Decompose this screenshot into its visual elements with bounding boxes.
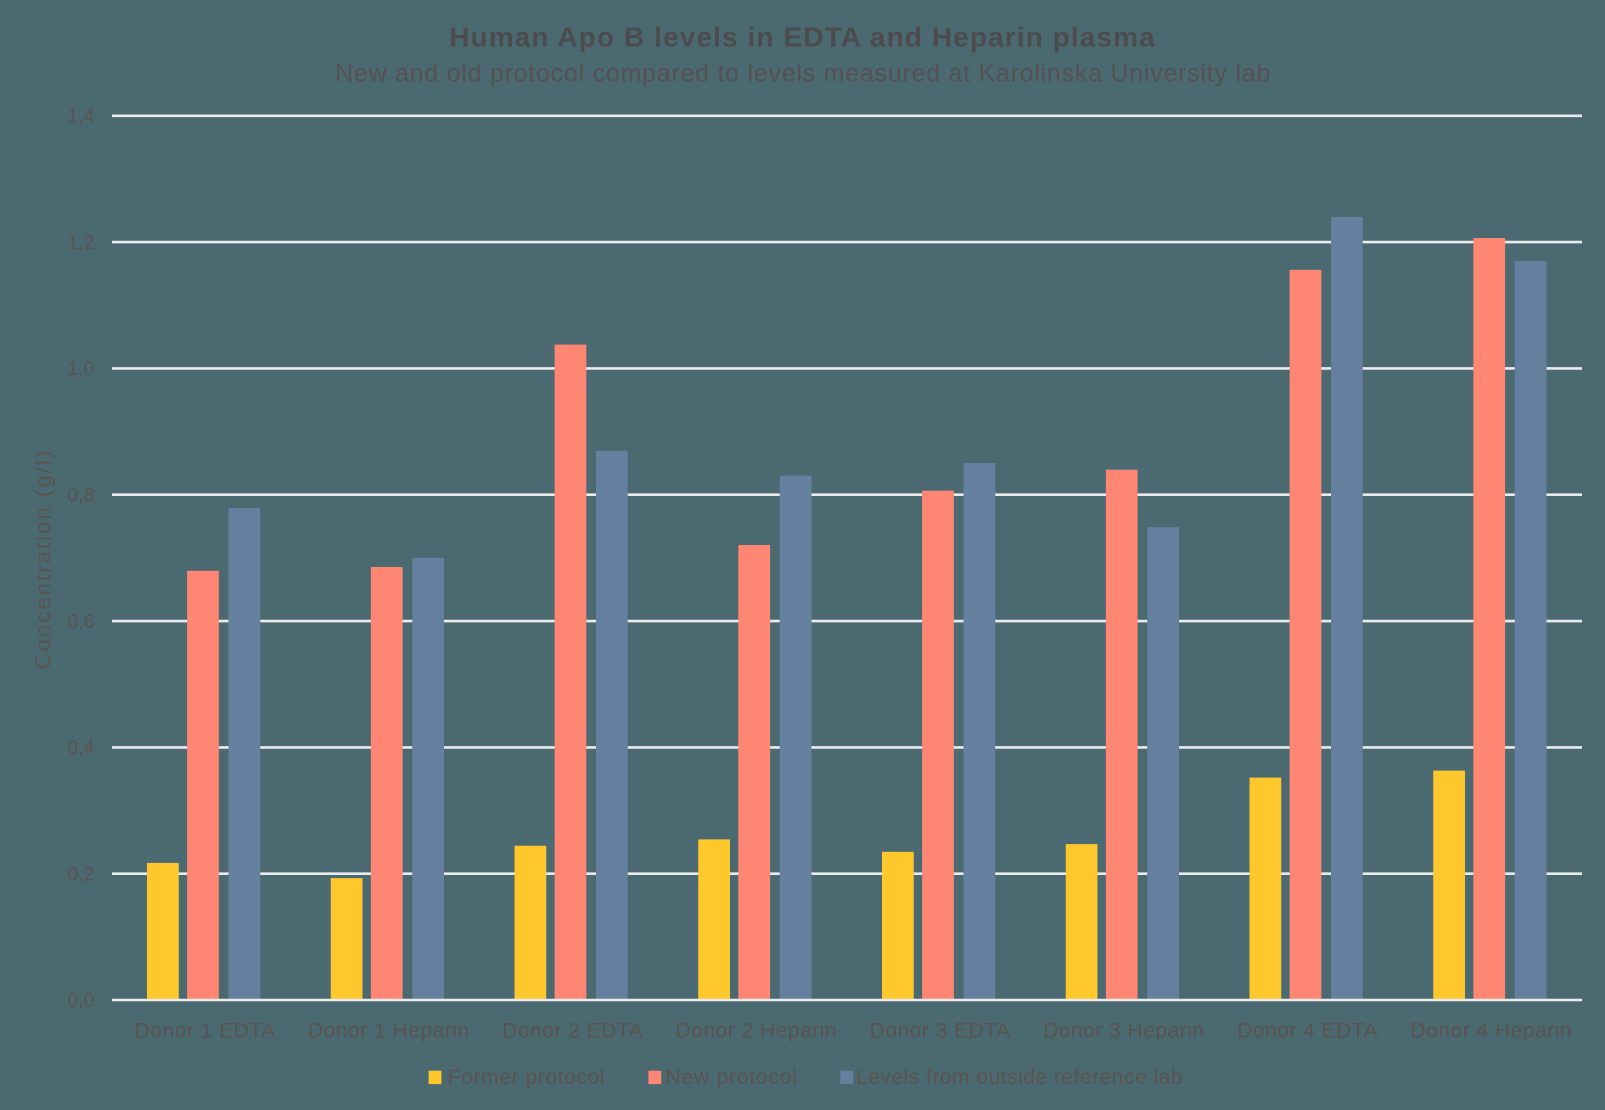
- svg-text:Levels from outside reference: Levels from outside reference lab: [856, 1066, 1183, 1089]
- svg-text:Donor 4 EDTA: Donor 4 EDTA: [1237, 1019, 1378, 1042]
- svg-text:Former protocol: Former protocol: [448, 1066, 605, 1089]
- svg-text:1,2: 1,2: [67, 232, 94, 254]
- svg-text:New protocol: New protocol: [666, 1066, 798, 1089]
- svg-text:0,8: 0,8: [67, 484, 94, 506]
- svg-text:0,4: 0,4: [67, 737, 94, 759]
- svg-text:1,0: 1,0: [67, 358, 94, 380]
- svg-text:Human Apo B levels in EDTA and: Human Apo B levels in EDTA and Heparin p…: [449, 22, 1156, 53]
- svg-text:0,0: 0,0: [67, 990, 94, 1012]
- svg-text:1,4: 1,4: [67, 106, 94, 128]
- svg-text:Donor 4 Heparin: Donor 4 Heparin: [1411, 1019, 1573, 1042]
- svg-text:Donor 1 Heparin: Donor 1 Heparin: [308, 1019, 470, 1042]
- svg-text:Donor 2 Heparin: Donor 2 Heparin: [676, 1019, 838, 1042]
- svg-text:New and old protocol compared: New and old protocol compared to levels …: [335, 60, 1271, 88]
- svg-text:0,2: 0,2: [67, 863, 94, 885]
- svg-text:Donor 1 EDTA: Donor 1 EDTA: [135, 1019, 276, 1042]
- svg-text:Donor 3 Heparin: Donor 3 Heparin: [1043, 1019, 1205, 1042]
- svg-text:Concentration (g/l): Concentration (g/l): [31, 449, 56, 670]
- svg-text:Donor 3 EDTA: Donor 3 EDTA: [870, 1019, 1011, 1042]
- svg-text:0,6: 0,6: [67, 611, 94, 633]
- svg-text:Donor 2 EDTA: Donor 2 EDTA: [502, 1019, 643, 1042]
